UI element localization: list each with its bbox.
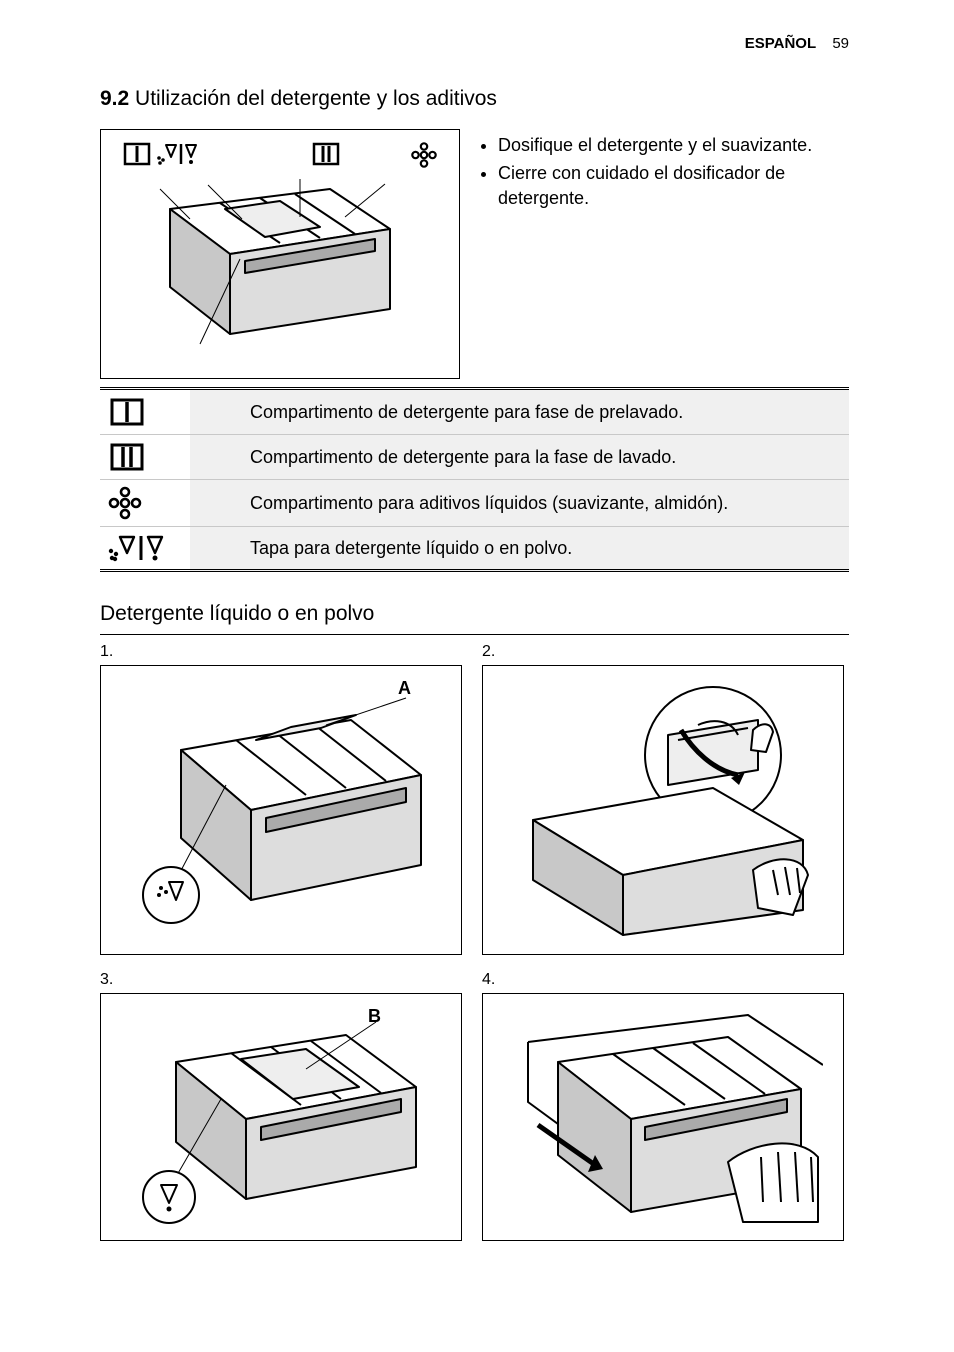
flower-icon [108, 486, 142, 520]
step-label: A [398, 678, 411, 699]
row-icon-cell [100, 527, 190, 571]
table-row: Tapa para detergente líquido o en polvo. [100, 527, 849, 571]
prewash-icon [123, 142, 151, 166]
compartment-table: Compartimento de detergente para fase de… [100, 387, 849, 572]
detergent-drawer-figure [100, 129, 460, 379]
header-page-number: 59 [832, 35, 849, 52]
step-1: 1. A [100, 643, 462, 955]
row-desc: Tapa para detergente líquido o en polvo. [190, 527, 849, 571]
row-desc: Compartimento de detergente para fase de… [190, 389, 849, 435]
top-row: Dosifique el detergente y el suavizante.… [100, 129, 849, 379]
drawer-step1-illustration [121, 680, 441, 940]
table-row: Compartimento de detergente para fase de… [100, 389, 849, 435]
step-number: 3. [100, 971, 462, 989]
section-title-text: Utilización del detergente y los aditivo… [135, 87, 497, 110]
table-row: Compartimento para aditivos líquidos (su… [100, 480, 849, 527]
bullet-item: Cierre con cuidado el dosificador de det… [498, 161, 849, 210]
header-language: ESPAÑOL [745, 35, 816, 52]
step-2: 2. [482, 643, 844, 955]
drawer-step2-illustration [503, 680, 823, 940]
step-figure [482, 665, 844, 955]
subheading: Detergente líquido o en polvo [100, 602, 849, 626]
section-title: 9.2 Utilización del detergente y los adi… [100, 87, 849, 111]
wash-icon [108, 441, 146, 473]
drawer-step3-illustration [121, 1007, 441, 1227]
step-4: 4. [482, 971, 844, 1241]
prewash-icon [108, 396, 146, 428]
row-icon-cell [100, 435, 190, 480]
page: ESPAÑOL 59 9.2 Utilización del detergent… [0, 0, 954, 1281]
bullet-item: Dosifique el detergente y el suavizante. [498, 133, 849, 157]
step-figure [482, 993, 844, 1241]
top-instructions: Dosifique el detergente y el suavizante.… [478, 129, 849, 379]
step-label: B [368, 1006, 381, 1027]
step-number: 4. [482, 971, 844, 989]
page-header: ESPAÑOL 59 [100, 35, 849, 52]
row-desc: Compartimento de detergente para la fase… [190, 435, 849, 480]
step-number: 1. [100, 643, 462, 661]
flower-icon [411, 142, 437, 168]
wash-icon [312, 142, 340, 166]
drawer-illustration [130, 179, 430, 359]
drawer-icon-row [123, 142, 437, 172]
flap-icon [108, 533, 180, 563]
step-figure: B [100, 993, 462, 1241]
step-grid: 1. A [100, 643, 849, 1241]
section-number: 9.2 [100, 87, 129, 110]
step-number: 2. [482, 643, 844, 661]
step-3: 3. B [100, 971, 462, 1241]
drawer-step4-illustration [503, 1007, 823, 1227]
divider [100, 634, 849, 635]
step-figure: A [100, 665, 462, 955]
row-icon-cell [100, 480, 190, 527]
flap-icon [157, 142, 211, 166]
row-icon-cell [100, 389, 190, 435]
row-desc: Compartimento para aditivos líquidos (su… [190, 480, 849, 527]
table-row: Compartimento de detergente para la fase… [100, 435, 849, 480]
